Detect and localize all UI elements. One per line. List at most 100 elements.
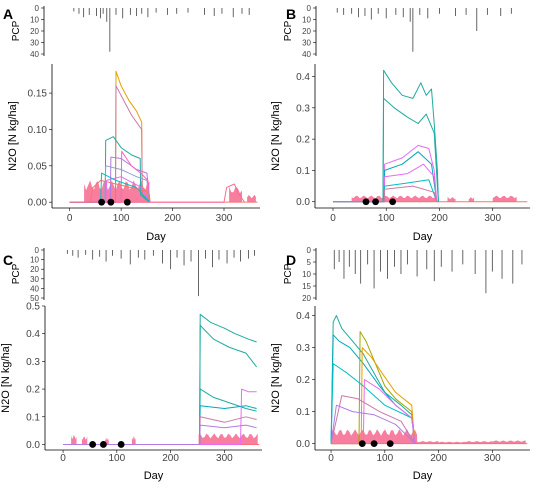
series-line — [63, 324, 257, 445]
ensemble-blob — [468, 197, 475, 202]
x-tick-label: 200 — [431, 213, 448, 224]
ensemble-blob — [438, 441, 466, 444]
y-tick-label: 0.2 — [296, 135, 310, 146]
precip-tick-label: 10 — [30, 256, 39, 265]
n2o-plot: 0.00 0.05 0.10 0.15 N2O [N kg/ha] 0 100 200 300 D… — [7, 64, 260, 243]
precip-axis-title: PCP — [11, 263, 22, 284]
ensemble-area — [198, 433, 258, 445]
panel-label: A — [3, 6, 13, 22]
ensemble-blob — [247, 194, 256, 203]
ensemble-area — [71, 434, 77, 445]
series-line — [333, 69, 439, 203]
fertilizer-marker — [123, 198, 131, 206]
precip-plot: 0 10 20 30 40 PCP — [283, 4, 512, 59]
n2o-plot: 0.0 0.1 0.2 0.3 0.4 N2O [N kg/ha] 0 100 200 300 Da… — [270, 64, 530, 243]
ensemble-area — [81, 436, 88, 445]
x-tick-label: 0 — [67, 213, 73, 224]
precip-tick-label: 50 — [30, 294, 39, 303]
y-tick-label: 0.0 — [296, 197, 310, 208]
series-line — [333, 97, 439, 203]
y-tick-label: 0.00 — [28, 198, 48, 209]
y-tick-label: 0.3 — [26, 357, 40, 368]
y-tick-label: 0.05 — [28, 161, 48, 172]
precip-tick-label: 10 — [302, 270, 311, 279]
series-line — [330, 315, 416, 444]
fertilizer-marker — [89, 441, 97, 448]
series-line — [69, 179, 151, 203]
fertilizer-marker — [362, 198, 370, 206]
y-tick-label: 0.1 — [296, 166, 310, 177]
fertilizer-marker — [386, 440, 394, 447]
series-line — [331, 379, 416, 445]
ensemble-blob — [492, 195, 517, 202]
ensemble-area — [492, 440, 526, 444]
ensemble-blob — [447, 197, 456, 202]
fertilizer-marker — [358, 440, 366, 447]
ensemble-area — [465, 441, 493, 444]
fertilizer-marker — [370, 440, 378, 447]
series-line — [69, 183, 246, 203]
x-tick-label: 300 — [216, 453, 233, 464]
precip-tick-label: 20 — [302, 27, 311, 36]
panel-a: A 0 10 20 30 40 PCP 0.00 0.05 0.10 0.15 N2O [N kg/h… — [3, 4, 260, 243]
x-tick-label: 100 — [376, 453, 393, 464]
y-tick-label: 0.15 — [28, 89, 48, 100]
fertilizer-marker — [99, 441, 107, 448]
ensemble-blob — [229, 186, 242, 203]
y-tick-label: 0.4 — [26, 329, 40, 340]
precip-tick-label: 20 — [302, 294, 311, 303]
fertilizer-marker — [117, 441, 125, 448]
series-line — [331, 331, 416, 445]
precip-tick-label: 10 — [302, 16, 311, 25]
x-tick-label: 100 — [113, 213, 130, 224]
ensemble-area — [492, 195, 517, 202]
precip-tick-label: 0 — [307, 246, 312, 255]
y-axis-title: N2O [N kg/ha] — [270, 101, 282, 171]
panel-label: B — [286, 6, 296, 22]
series-line — [330, 395, 416, 444]
precip-tick-label: 10 — [30, 16, 39, 25]
x-tick-label: 200 — [164, 213, 181, 224]
x-tick-label: 100 — [378, 213, 395, 224]
precip-tick-label: 0 — [35, 246, 40, 255]
series-line — [330, 334, 416, 444]
x-tick-label: 100 — [108, 453, 125, 464]
precip-tick-label: 40 — [30, 50, 39, 59]
panel-b: B 0 10 20 30 40 PCP 0.0 0.1 0.2 0.3 0.4 N2O [N kg/ha… — [270, 4, 530, 243]
x-axis-title: Day — [144, 470, 164, 482]
y-tick-label: 0.2 — [26, 385, 40, 396]
ensemble-blob — [417, 441, 439, 444]
y-axis-title: N2O [N kg/ha] — [7, 101, 19, 171]
x-tick-label: 0 — [328, 453, 334, 464]
n2o-plot: 0.0 0.1 0.2 0.3 0.4 N2O [N kg/ha] 0 100 200 300 Da… — [270, 306, 530, 482]
fertilizer-marker — [372, 198, 379, 206]
precip-tick-label: 40 — [302, 50, 311, 59]
precip-tick-label: 40 — [30, 284, 39, 293]
ensemble-area — [247, 194, 256, 203]
ensemble-area — [447, 197, 456, 202]
precip-tick-label: 20 — [30, 265, 39, 274]
series-line — [63, 424, 257, 445]
precip-tick-label: 30 — [30, 275, 39, 284]
y-tick-label: 0.1 — [26, 412, 40, 423]
x-tick-label: 0 — [330, 213, 336, 224]
y-tick-label: 0.4 — [296, 311, 310, 322]
x-tick-label: 300 — [484, 213, 501, 224]
precip-tick-label: 30 — [302, 39, 311, 48]
x-axis-title: Day — [413, 470, 433, 482]
fertilizer-marker — [389, 198, 397, 206]
ensemble-area — [438, 441, 466, 444]
x-tick-label: 300 — [216, 213, 233, 224]
ensemble-area — [417, 441, 439, 444]
precip-axis-title: PCP — [11, 20, 22, 41]
precip-axis-title: PCP — [283, 263, 294, 284]
precip-tick-label: 30 — [30, 39, 39, 48]
x-axis-title: Day — [413, 231, 433, 243]
precip-plot: 0 5 10 15 20 PCP — [283, 246, 523, 303]
x-tick-label: 200 — [430, 453, 447, 464]
panel-d: D 0 5 10 15 20 PCP 0.0 0.1 0.2 0.3 0.4 N2O [N kg/ha]… — [270, 246, 530, 482]
panel-label: D — [286, 252, 296, 268]
series-line — [330, 404, 416, 444]
fertilizer-marker — [98, 198, 105, 206]
